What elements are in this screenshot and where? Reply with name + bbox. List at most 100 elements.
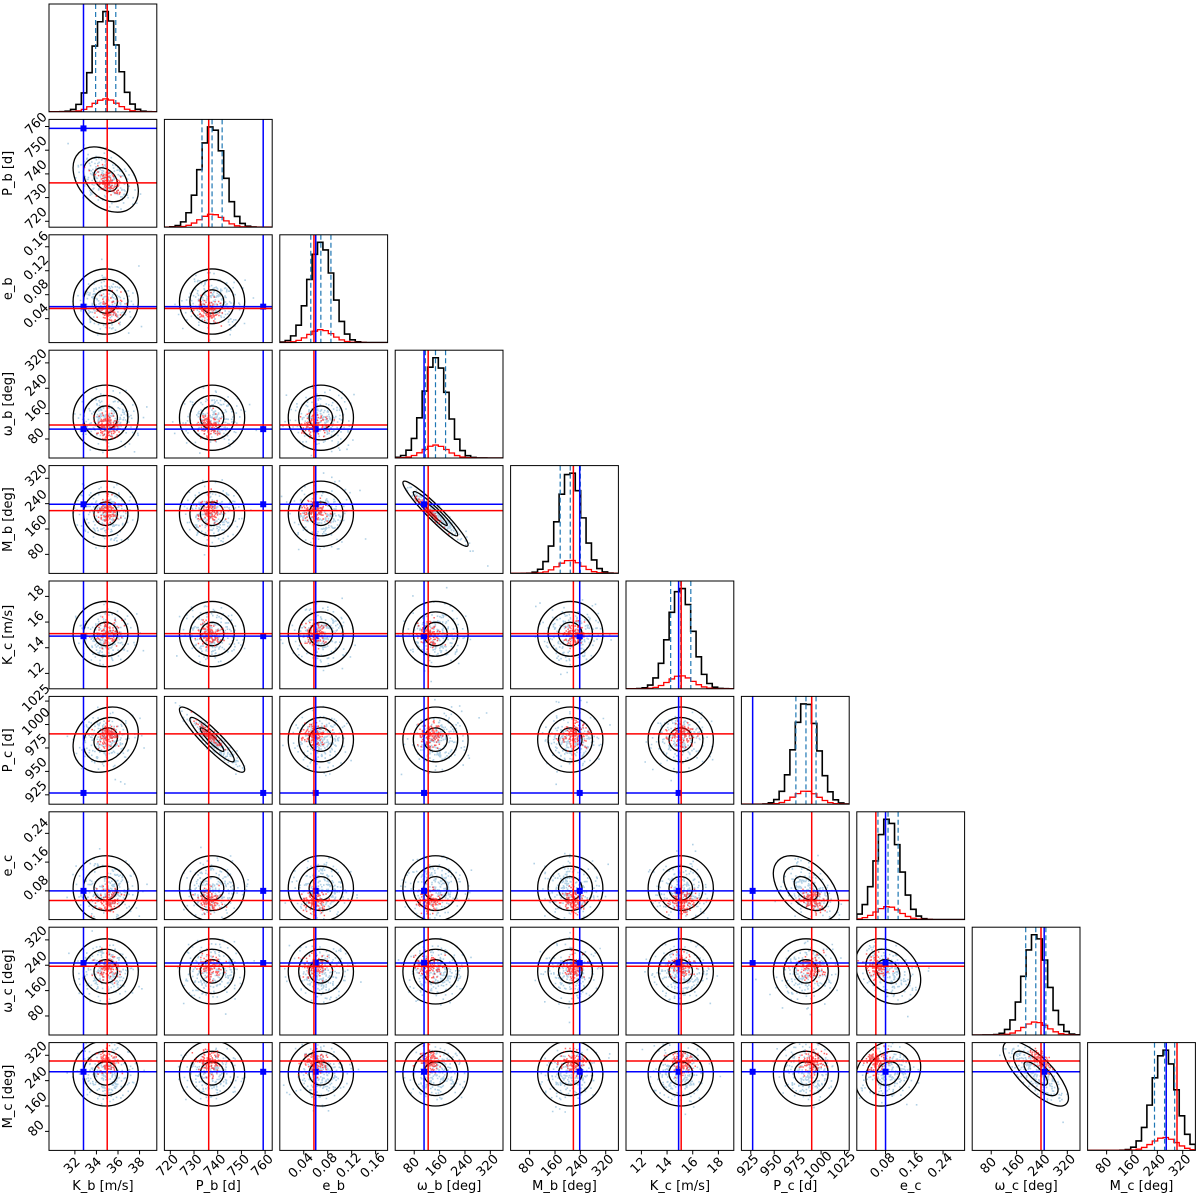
hist-black-Kc [626,587,734,689]
truth-marker [80,887,87,894]
x-tick-label: 80 [1093,1155,1115,1177]
panel-frame [279,811,389,921]
hist-Pb [163,118,273,228]
x-tick-label: 720 [154,1152,182,1180]
panel-frame [510,580,619,690]
contour-1 [412,948,459,995]
samples-blue [397,586,472,683]
y-axis-label-wb: ω_b [deg] [1,372,16,436]
y-tick-label: 0.16 [21,844,52,875]
scatter-samples [395,927,503,1035]
scatter-samples [164,1042,273,1151]
samples-red [667,951,698,979]
samples-blue [67,142,142,210]
y-axis-label-Mc: M_c [deg] [1,1065,16,1129]
panel-wc-vs-Pb [163,926,273,1036]
panel-Pc-vs-Mb [510,695,619,805]
x-tick-label: 0.04 [286,1150,317,1181]
panel-frame [625,811,735,921]
contour-2 [287,480,355,547]
panel-frame [48,3,158,113]
scatter-samples [856,1042,965,1151]
truth-marker [421,960,428,967]
contour-1 [298,1050,344,1097]
panel-frame [971,1042,1081,1151]
y-axis-label-Pc: P_c [d] [1,728,16,772]
y-tick-label: 0.08 [21,277,52,308]
panel-Kc-vs-eb [279,580,389,690]
panel-wc-vs-eb [279,926,389,1036]
y-tick-label: 160 [22,974,50,1002]
truth-marker [260,789,267,796]
scatter-samples [49,581,157,689]
scatter-samples [49,350,157,458]
scatter-samples [510,696,619,805]
y-tick-label: 80 [25,1002,47,1024]
x-tick-label: 80 [978,1155,1000,1177]
scatter-samples [164,927,273,1035]
y-tick-label: 0.04 [21,301,52,332]
hist-Mb [510,465,619,574]
contour-0 [308,501,334,527]
scatter-samples [279,1042,388,1151]
scatter-samples [164,581,273,689]
panel-frame [279,1042,389,1151]
y-tick-label: 0.16 [21,229,52,260]
contour-1 [189,490,235,537]
panel-Pc-vs-Pb [163,695,273,805]
scatter-samples [279,811,388,920]
y-tick-label: 12 [25,660,47,682]
x-axis-label-Pb: P_b [d] [196,1179,241,1194]
truth-marker [882,1068,889,1075]
truth-marker [80,501,87,508]
x-tick-label: 80 [401,1155,423,1177]
panel-frame [856,811,966,921]
contour-1 [189,394,235,441]
panel-frame [510,1042,619,1151]
x-tick-label: 18 [705,1155,727,1177]
samples-blue [772,1042,834,1109]
truth-marker [80,303,87,310]
x-tick-label: 160 [1000,1152,1028,1180]
samples-blue [397,937,472,1006]
hist-ec [856,811,966,921]
panel-wc-vs-Pc [740,926,850,1036]
scatter-samples [626,696,734,805]
hist-eb [279,234,389,344]
scatter-samples [49,234,157,343]
x-tick-label: 32 [61,1155,83,1177]
scatter-samples [510,927,619,1035]
contour-1 [82,156,129,203]
panel-Mb-vs-Pb [163,465,273,574]
y-tick-label: 14 [25,634,47,656]
scatter-samples [395,811,503,920]
contour-2 [72,146,139,213]
x-tick-label: 240 [564,1152,592,1180]
samples-red [412,1043,441,1074]
scatter-samples [626,1042,734,1151]
truth-marker [312,789,319,796]
panel-frame [1087,1042,1196,1151]
samples-blue [539,1043,611,1113]
truth-marker [260,426,267,433]
scatter-samples [164,234,273,343]
truth-marker [576,789,583,796]
y-tick-label: 760 [22,110,50,138]
scatter-samples [49,465,157,574]
panel-frame [163,349,273,459]
hist-Pc [740,695,850,805]
y-axis-label-eb: e_b [1,277,16,300]
x-axis-label-Kc: K_c [m/s] [650,1179,710,1194]
panel-frame [163,580,273,690]
truth-marker [260,1068,267,1075]
contour-0 [557,959,583,984]
x-axis-label-Mb: M_b [deg] [532,1179,597,1194]
panel-frame [279,926,389,1036]
x-tick-label: 0.08 [868,1150,899,1181]
panel-Kc-vs-Mb [510,580,619,690]
